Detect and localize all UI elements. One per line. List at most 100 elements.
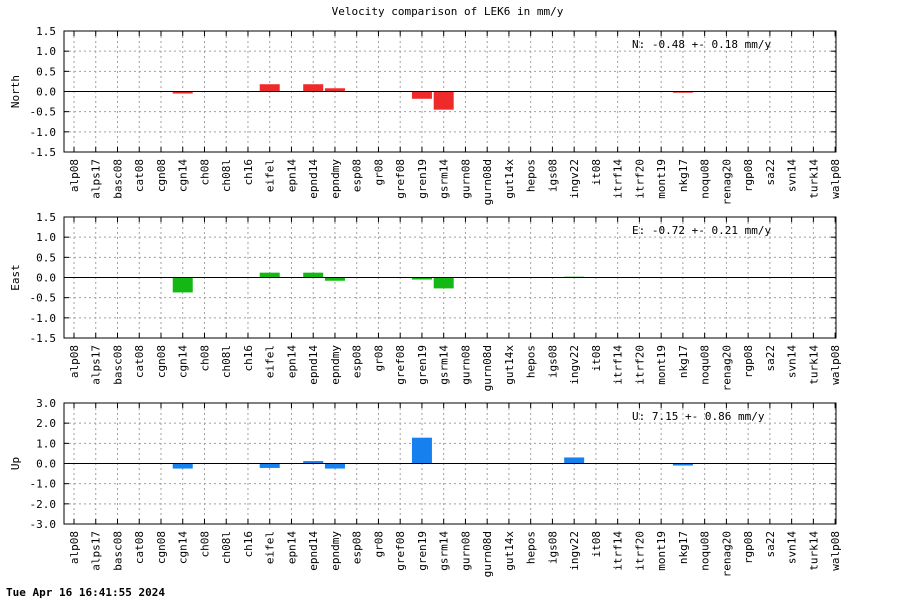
x-tick-label-cgn08: cgn08 — [155, 345, 168, 378]
x-tick-label-gurn08: gurn08 — [459, 345, 472, 385]
x-tick-label-hepos: hepos — [525, 345, 538, 378]
x-tick-label-basc08: basc08 — [111, 345, 124, 385]
y-tick-label: 0.0 — [36, 458, 56, 471]
x-tick-label-itrf20: itrf20 — [633, 345, 646, 385]
x-tick-label-noqu08: noqu08 — [699, 159, 712, 199]
x-tick-label-eifel: eifel — [264, 531, 277, 564]
bar-epnd14 — [303, 84, 324, 92]
x-tick-label-mont19: mont19 — [655, 159, 668, 199]
x-tick-label-cat08: cat08 — [133, 531, 146, 564]
x-tick-label-cgn14: cgn14 — [177, 345, 190, 378]
x-tick-label-gurn08: gurn08 — [459, 531, 472, 571]
x-tick-label-mont19: mont19 — [655, 531, 668, 571]
x-tick-label-alp08: alp08 — [68, 159, 81, 192]
x-tick-label-nkg17: nkg17 — [677, 345, 690, 378]
y-tick-label: 1.0 — [36, 231, 56, 244]
bar-gsrm14 — [433, 277, 454, 289]
x-tick-label-igs08: igs08 — [546, 531, 559, 564]
x-tick-label-igs08: igs08 — [546, 345, 559, 378]
x-tick-label-itrf14: itrf14 — [612, 345, 625, 385]
y-axis-label: North — [9, 75, 22, 108]
x-tick-label-epndmy: epndmy — [329, 531, 342, 571]
x-tick-label-basc08: basc08 — [111, 159, 124, 199]
x-tick-label-alps17: alps17 — [90, 345, 103, 385]
x-tick-label-ch08l: ch08l — [220, 345, 233, 378]
x-tick-label-ch08: ch08 — [198, 531, 211, 558]
x-tick-label-epnd14: epnd14 — [307, 531, 320, 571]
x-tick-label-gr08: gr08 — [372, 159, 385, 186]
x-tick-label-cgn14: cgn14 — [177, 159, 190, 192]
y-tick-label: 0.5 — [36, 251, 56, 264]
x-tick-label-ch16: ch16 — [242, 159, 255, 186]
bar-epndmy — [324, 88, 345, 92]
y-tick-label: -2.0 — [30, 498, 57, 511]
x-tick-label-igs08: igs08 — [546, 159, 559, 192]
x-tick-label-ch16: ch16 — [242, 531, 255, 558]
x-tick-label-nkg17: nkg17 — [677, 159, 690, 192]
x-tick-label-it08: it08 — [590, 345, 603, 372]
x-tick-label-alps17: alps17 — [90, 159, 103, 199]
x-tick-label-gr08: gr08 — [372, 531, 385, 558]
x-tick-label-gurn08: gurn08 — [459, 159, 472, 199]
x-tick-label-gr08: gr08 — [372, 345, 385, 372]
x-tick-label-gsrm14: gsrm14 — [438, 531, 451, 571]
y-tick-label: 0.0 — [36, 272, 56, 285]
bar-ingv22 — [564, 457, 585, 464]
x-tick-label-epn14: epn14 — [285, 159, 298, 192]
x-tick-label-renag20: renag20 — [720, 531, 733, 577]
y-tick-label: -1.0 — [30, 312, 57, 325]
bar-epndmy — [324, 463, 345, 469]
x-tick-label-gren19: gren19 — [416, 159, 429, 199]
bar-gren19 — [411, 437, 432, 464]
x-tick-label-epnd14: epnd14 — [307, 345, 320, 385]
x-tick-label-gref08: gref08 — [394, 531, 407, 571]
x-tick-label-itrf20: itrf20 — [633, 159, 646, 199]
velocity-annotation: E: -0.72 +- 0.21 mm/y — [632, 224, 771, 237]
x-tick-label-turk14: turk14 — [807, 531, 820, 571]
x-tick-label-alp08: alp08 — [68, 345, 81, 378]
x-tick-label-alp08: alp08 — [68, 531, 81, 564]
x-tick-label-alps17: alps17 — [90, 531, 103, 571]
x-tick-label-renag20: renag20 — [720, 159, 733, 205]
bar-cgn14 — [172, 463, 193, 469]
x-tick-label-epn14: epn14 — [285, 531, 298, 564]
y-tick-label: -1.0 — [30, 478, 57, 491]
bar-epnd14 — [303, 272, 324, 278]
x-tick-label-epn14: epn14 — [285, 345, 298, 378]
bar-gren19 — [411, 277, 432, 280]
x-tick-label-nkg17: nkg17 — [677, 531, 690, 564]
x-tick-label-esp08: esp08 — [351, 531, 364, 564]
x-tick-label-it08: it08 — [590, 531, 603, 558]
bar-eifel — [259, 272, 280, 278]
x-tick-label-itrf20: itrf20 — [633, 531, 646, 571]
bar-gren19 — [411, 91, 432, 99]
velocity-annotation: N: -0.48 +- 0.18 mm/y — [632, 38, 771, 51]
x-tick-label-gref08: gref08 — [394, 159, 407, 199]
y-tick-label: 2.0 — [36, 417, 56, 430]
y-tick-label: -1.0 — [30, 126, 57, 139]
x-tick-label-cat08: cat08 — [133, 345, 146, 378]
x-tick-label-cat08: cat08 — [133, 159, 146, 192]
x-tick-label-gut14x: gut14x — [503, 531, 516, 571]
y-tick-label: -0.5 — [30, 106, 57, 119]
x-tick-label-sa22: sa22 — [764, 345, 777, 372]
x-tick-label-gurn08d: gurn08d — [481, 159, 494, 205]
x-tick-label-ch08: ch08 — [198, 159, 211, 186]
x-tick-label-esp08: esp08 — [351, 159, 364, 192]
y-tick-label: 0.5 — [36, 65, 56, 78]
x-tick-label-sa22: sa22 — [764, 159, 777, 186]
x-tick-label-noqu08: noqu08 — [699, 345, 712, 385]
x-tick-label-gren19: gren19 — [416, 531, 429, 571]
x-tick-label-cgn14: cgn14 — [177, 531, 190, 564]
x-tick-label-ch08: ch08 — [198, 345, 211, 372]
velocity-annotation: U: 7.15 +- 0.86 mm/y — [632, 410, 765, 423]
x-tick-label-epndmy: epndmy — [329, 159, 342, 199]
bar-cgn14 — [172, 277, 193, 293]
x-tick-label-eifel: eifel — [264, 159, 277, 192]
x-tick-label-noqu08: noqu08 — [699, 531, 712, 571]
y-tick-label: 1.0 — [36, 437, 56, 450]
y-tick-label: 1.5 — [36, 25, 56, 38]
x-tick-label-hepos: hepos — [525, 159, 538, 192]
y-tick-label: -1.5 — [30, 146, 57, 159]
